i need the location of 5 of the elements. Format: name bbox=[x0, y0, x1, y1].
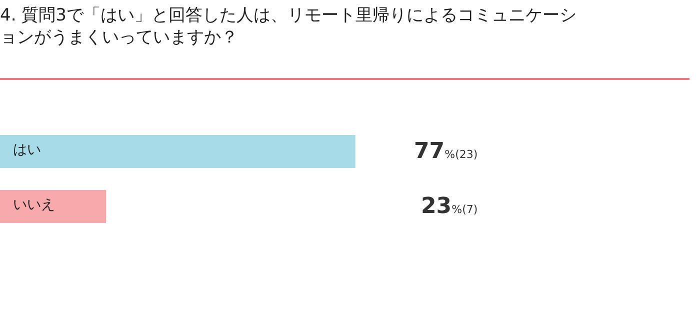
chart-title: 4. 質問3で「はい」と回答した人は、リモート里帰りによるコミュニケーションがうまくいっていますか？ bbox=[0, 5, 576, 48]
y-tick-label: はい bbox=[13, 142, 41, 158]
y-tick-label: いいえ bbox=[13, 197, 55, 213]
data-label: 77%(23) bbox=[414, 139, 478, 164]
data-label: 23%(7) bbox=[421, 194, 478, 219]
